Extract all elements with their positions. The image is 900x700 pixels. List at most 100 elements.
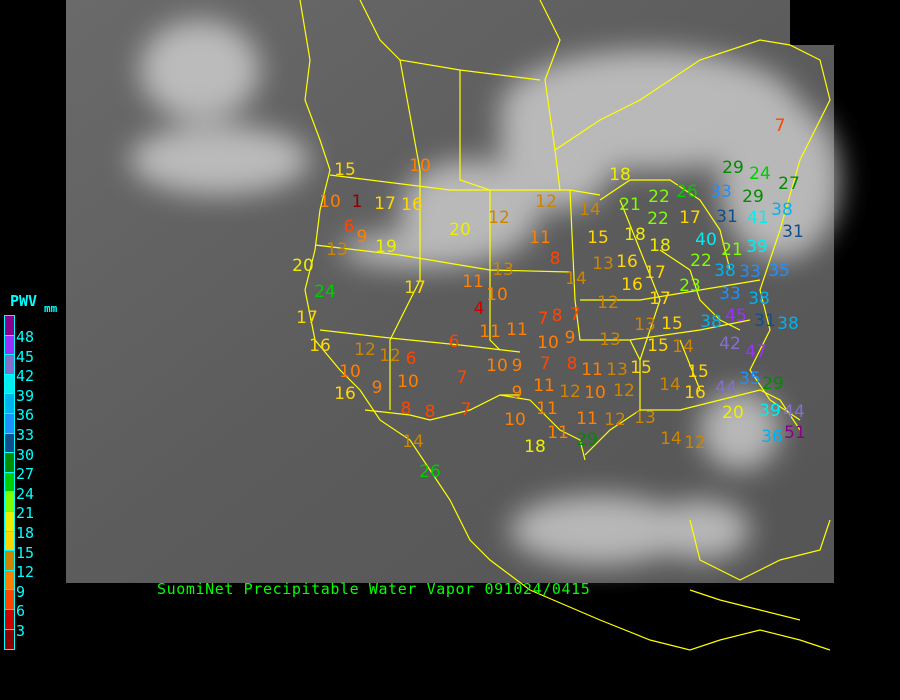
station-pwv-value: 38 bbox=[714, 261, 736, 281]
station-pwv-value: 14 bbox=[672, 337, 694, 357]
station-pwv-value: 10 bbox=[397, 372, 419, 392]
station-pwv-value: 42 bbox=[719, 334, 741, 354]
legend-swatch bbox=[5, 629, 14, 650]
station-pwv-value: 36 bbox=[761, 427, 783, 447]
station-pwv-value: 6 bbox=[406, 349, 417, 369]
station-pwv-value: 6 bbox=[344, 217, 355, 237]
station-pwv-value: 9 bbox=[512, 356, 523, 376]
legend-tick-label: 15 bbox=[16, 543, 35, 562]
station-pwv-value: 13 bbox=[599, 330, 621, 350]
color-scale-bar bbox=[4, 315, 15, 651]
station-pwv-value: 13 bbox=[606, 360, 628, 380]
station-pwv-value: 16 bbox=[616, 252, 638, 272]
station-pwv-value: 33 bbox=[739, 262, 761, 282]
legend-swatch bbox=[5, 590, 14, 610]
station-pwv-value: 13 bbox=[634, 408, 656, 428]
station-pwv-value: 15 bbox=[630, 358, 652, 378]
station-pwv-value: 45 bbox=[725, 306, 747, 326]
station-pwv-value: 26 bbox=[676, 182, 698, 202]
station-pwv-value: 1 bbox=[352, 192, 363, 212]
station-pwv-value: 27 bbox=[778, 174, 800, 194]
station-pwv-value: 10 bbox=[584, 383, 606, 403]
station-pwv-value: 9 bbox=[372, 378, 383, 398]
legend-tick-label: 48 bbox=[16, 328, 35, 346]
legend-title: PWV bbox=[10, 292, 38, 310]
station-pwv-value: 20 bbox=[292, 256, 314, 276]
station-pwv-value: 7 bbox=[540, 354, 551, 374]
station-pwv-value: 7 bbox=[457, 368, 468, 388]
station-pwv-value: 16 bbox=[309, 336, 331, 356]
legend-tick-label: 18 bbox=[16, 524, 35, 542]
station-pwv-value: 11 bbox=[547, 423, 569, 443]
station-pwv-value: 26 bbox=[419, 462, 441, 482]
station-pwv-value: 15 bbox=[647, 336, 669, 356]
station-pwv-value: 9 bbox=[512, 383, 523, 403]
legend-swatch bbox=[5, 492, 14, 512]
legend-swatch bbox=[5, 374, 14, 395]
station-pwv-value: 10 bbox=[486, 285, 508, 305]
station-pwv-value: 21 bbox=[619, 195, 641, 215]
station-pwv-value: 13 bbox=[592, 254, 614, 274]
station-pwv-value: 12 bbox=[535, 192, 557, 212]
station-pwv-value: 6 bbox=[449, 332, 460, 352]
station-pwv-value: 22 bbox=[647, 209, 669, 229]
political-borders bbox=[299, 0, 831, 651]
station-pwv-value: 38 bbox=[771, 200, 793, 220]
station-pwv-value: 8 bbox=[552, 306, 563, 326]
station-pwv-value: 17 bbox=[404, 278, 426, 298]
legend-swatch bbox=[5, 531, 14, 552]
legend-tick-label: 33 bbox=[16, 426, 35, 444]
station-pwv-value: 4 bbox=[474, 299, 485, 319]
station-pwv-value: 12 bbox=[684, 433, 706, 453]
station-pwv-value: 12 bbox=[488, 208, 510, 228]
station-pwv-value: 41 bbox=[747, 208, 769, 228]
station-pwv-value: 12 bbox=[354, 340, 376, 360]
legend-tick-label: 9 bbox=[16, 582, 26, 601]
station-pwv-value: 17 bbox=[644, 263, 666, 283]
missing-data-corner bbox=[790, 0, 834, 45]
legend-swatch bbox=[5, 433, 14, 454]
station-pwv-value: 12 bbox=[379, 346, 401, 366]
station-pwv-value: 18 bbox=[609, 165, 631, 185]
station-pwv-value: 10 bbox=[537, 333, 559, 353]
station-pwv-value: 12 bbox=[604, 410, 626, 430]
station-pwv-value: 11 bbox=[533, 376, 555, 396]
station-pwv-value: 14 bbox=[660, 429, 682, 449]
station-pwv-value: 10 bbox=[486, 356, 508, 376]
station-pwv-value: 15 bbox=[334, 160, 356, 180]
station-pwv-value: 11 bbox=[479, 322, 501, 342]
station-pwv-value: 15 bbox=[661, 314, 683, 334]
station-pwv-value: 24 bbox=[314, 282, 336, 302]
legend-tick-label: 27 bbox=[16, 465, 35, 484]
station-pwv-value: 44 bbox=[715, 378, 737, 398]
station-pwv-value: 10 bbox=[409, 156, 431, 176]
station-pwv-value: 29 bbox=[742, 187, 764, 207]
station-pwv-value: 9 bbox=[357, 227, 368, 247]
legend-swatch bbox=[5, 335, 14, 356]
legend-tick-label: 21 bbox=[16, 504, 35, 523]
legend-unit: mm bbox=[44, 302, 58, 315]
legend-tick-label: 45 bbox=[16, 347, 35, 366]
station-pwv-value: 29 bbox=[762, 374, 784, 394]
station-pwv-value: 17 bbox=[374, 194, 396, 214]
station-pwv-value: 18 bbox=[649, 236, 671, 256]
station-pwv-value: 22 bbox=[648, 187, 670, 207]
station-pwv-value: 12 bbox=[559, 382, 581, 402]
legend-tick-label: 3 bbox=[16, 622, 26, 640]
station-pwv-value: 19 bbox=[375, 237, 397, 257]
legend-swatch bbox=[5, 609, 14, 630]
legend-tick-label: 12 bbox=[16, 563, 35, 582]
station-pwv-value: 16 bbox=[334, 384, 356, 404]
station-pwv-value: 31 bbox=[716, 207, 738, 227]
legend-tick-label: 24 bbox=[16, 484, 35, 503]
station-pwv-value: 31 bbox=[754, 311, 776, 331]
station-pwv-value: 7 bbox=[570, 305, 581, 325]
station-pwv-value: 8 bbox=[567, 354, 578, 374]
legend-swatch bbox=[5, 394, 14, 414]
station-pwv-value: 10 bbox=[504, 410, 526, 430]
station-pwv-value: 13 bbox=[634, 315, 656, 335]
station-pwv-value: 17 bbox=[296, 308, 318, 328]
station-pwv-value: 8 bbox=[401, 399, 412, 419]
legend-swatch bbox=[5, 511, 14, 532]
